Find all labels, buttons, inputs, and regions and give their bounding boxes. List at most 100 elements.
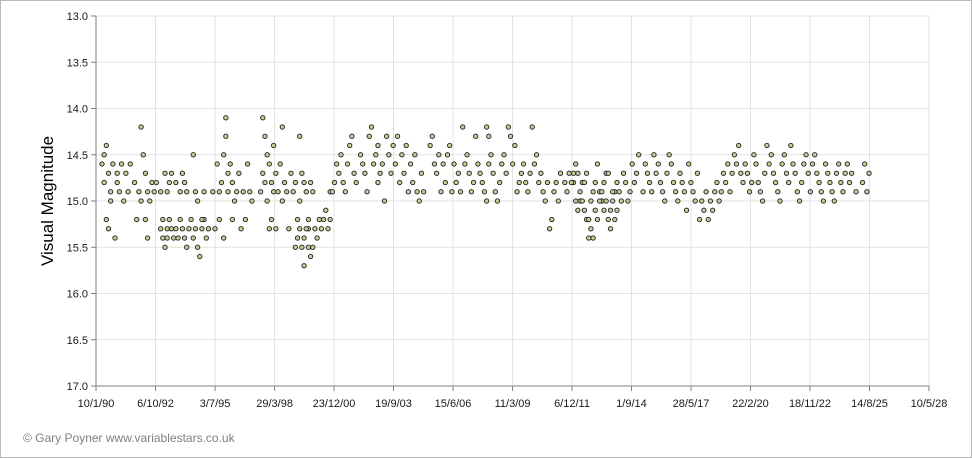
data-point: [158, 226, 164, 232]
data-point: [486, 161, 492, 167]
data-point: [612, 216, 618, 223]
data-point: [394, 133, 401, 139]
data-point: [307, 179, 314, 186]
x-tick-label: 10/5/28: [911, 398, 948, 410]
data-point: [775, 189, 781, 195]
x-tick-labels: 10/1/90 6/10/92 3/7/95 29/3/98 23/12/00 19/9/…: [78, 398, 948, 410]
data-point: [577, 189, 583, 195]
data-point: [384, 133, 390, 139]
data-point: [292, 179, 299, 186]
data-point: [690, 189, 696, 195]
data-point: [822, 161, 829, 167]
data-point: [605, 216, 611, 223]
data-point: [553, 179, 559, 186]
data-point: [286, 226, 292, 232]
data-point: [494, 198, 501, 204]
data-point: [436, 152, 442, 158]
data-point: [375, 142, 381, 149]
data-point: [699, 198, 705, 204]
data-point: [377, 170, 383, 176]
data-point: [386, 152, 392, 158]
data-point: [518, 170, 525, 176]
data-point: [812, 152, 818, 158]
data-point: [266, 226, 272, 232]
data-point: [114, 179, 120, 186]
data-point: [731, 152, 737, 158]
data-point: [520, 161, 527, 167]
data-point: [862, 161, 868, 167]
data-point: [168, 226, 175, 232]
data-point: [762, 170, 768, 176]
data-point: [216, 189, 222, 195]
data-point: [759, 198, 766, 204]
data-point: [307, 253, 314, 260]
data-point: [247, 189, 253, 195]
data-point: [859, 179, 866, 186]
data-point: [218, 179, 225, 186]
data-point: [683, 207, 690, 213]
data-point: [666, 152, 672, 158]
data-point: [744, 170, 751, 176]
data-point: [342, 189, 349, 195]
data-point: [242, 216, 249, 223]
data-point: [655, 161, 661, 167]
data-point: [357, 152, 364, 158]
data-point: [464, 152, 470, 158]
data-point: [586, 216, 592, 223]
data-point: [820, 198, 827, 204]
data-point: [99, 161, 105, 167]
data-point: [188, 216, 194, 223]
data-point: [125, 189, 131, 195]
data-point: [831, 198, 837, 204]
data-point: [588, 198, 594, 204]
data-point: [601, 179, 607, 186]
data-point: [540, 189, 546, 195]
data-point: [266, 161, 272, 167]
data-point: [701, 207, 707, 213]
data-point: [740, 179, 746, 186]
data-point: [103, 142, 109, 149]
data-point: [529, 124, 535, 130]
data-point: [801, 161, 807, 167]
data-point: [631, 179, 638, 186]
data-point: [692, 198, 698, 204]
data-point: [788, 142, 794, 149]
data-point: [368, 124, 375, 130]
x-tick-label: 22/2/20: [732, 398, 769, 410]
data-point: [299, 244, 305, 250]
data-point: [410, 179, 416, 186]
data-point: [844, 161, 850, 167]
x-tick-label: 19/9/03: [375, 398, 412, 410]
data-point: [438, 189, 444, 195]
data-point: [216, 216, 222, 223]
data-point: [225, 170, 231, 176]
x-tick-label: 29/3/98: [256, 398, 293, 410]
data-point: [360, 161, 366, 167]
y-tick-label: 15.0: [67, 196, 88, 208]
data-point: [101, 152, 107, 158]
data-point: [201, 189, 207, 195]
data-point: [301, 263, 307, 269]
data-point: [162, 170, 168, 176]
data-point: [783, 170, 790, 176]
data-point: [866, 170, 872, 176]
data-point: [470, 179, 477, 186]
y-tick-label: 15.5: [67, 242, 88, 254]
data-point: [225, 189, 231, 195]
data-point: [301, 179, 307, 186]
data-point: [164, 189, 170, 195]
data-point: [568, 179, 575, 186]
data-point: [397, 179, 403, 186]
data-point: [221, 235, 227, 241]
data-point: [177, 189, 183, 195]
data-point: [712, 189, 718, 195]
data-point: [507, 133, 514, 139]
y-tick-label: 16.5: [67, 335, 88, 347]
data-point: [505, 124, 511, 130]
data-point: [623, 179, 629, 186]
data-point: [388, 170, 394, 176]
data-point: [733, 161, 740, 167]
data-point: [607, 207, 614, 213]
data-point: [194, 198, 201, 204]
data-point: [134, 216, 140, 223]
